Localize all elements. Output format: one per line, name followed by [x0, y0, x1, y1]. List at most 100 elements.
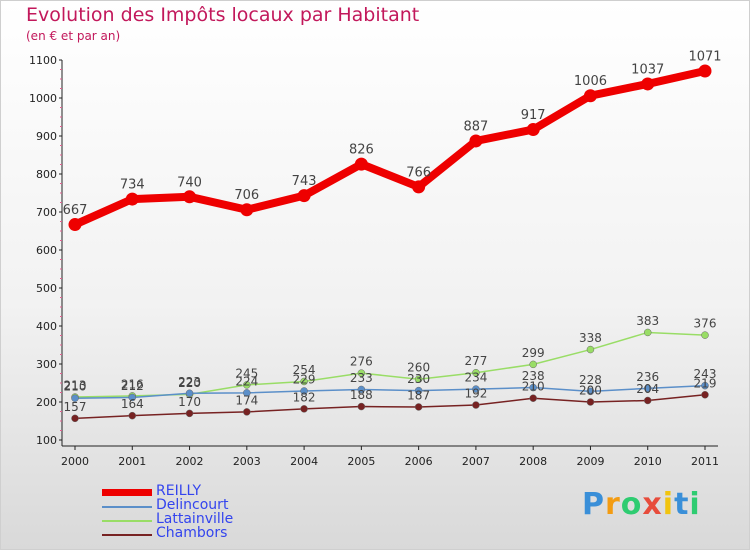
data-point-chambors [529, 394, 537, 402]
data-point-reilly [641, 77, 655, 91]
data-label-delincourt: 236 [636, 370, 659, 384]
legend-label-reilly: REILLY [156, 483, 201, 499]
legend-item-chambors[interactable]: Chambors [102, 525, 302, 541]
data-point-delincourt [643, 384, 652, 393]
data-label-delincourt: 228 [579, 373, 602, 387]
legend-swatch-lattainville [102, 520, 152, 522]
data-point-chambors [472, 401, 480, 409]
data-point-reilly [698, 64, 712, 78]
data-label-lattainville: 220 [178, 376, 201, 390]
data-point-reilly [469, 134, 483, 148]
x-tick-label: 2001 [118, 455, 146, 468]
logo-letter: x [642, 487, 663, 522]
data-point-lattainville [472, 368, 480, 377]
data-point-lattainville [586, 345, 595, 354]
series-line-chambors [74, 394, 706, 420]
x-tick-label: 2005 [347, 455, 375, 468]
data-point-lattainville [529, 360, 537, 369]
data-point-reilly [412, 180, 426, 194]
x-tick-label: 2000 [61, 455, 89, 468]
data-point-chambors [185, 409, 194, 418]
legend-swatch-reilly [102, 489, 152, 496]
data-label-reilly: 667 [63, 203, 88, 218]
data-label-lattainville: 213 [64, 379, 87, 393]
data-label-reilly: 887 [463, 119, 488, 134]
data-label-delincourt: 233 [350, 371, 373, 385]
data-label-reilly: 1071 [688, 50, 721, 65]
data-label-reilly: 734 [120, 178, 145, 193]
logo-letter: P [582, 487, 605, 522]
data-point-reilly [183, 190, 197, 204]
data-point-delincourt [71, 394, 79, 402]
data-point-reilly [354, 157, 368, 171]
data-point-lattainville [300, 377, 308, 386]
data-label-lattainville: 277 [464, 354, 487, 368]
data-point-chambors [357, 402, 366, 411]
data-label-delincourt: 224 [235, 374, 258, 388]
data-point-chambors [300, 405, 308, 413]
data-point-chambors [414, 403, 423, 411]
data-point-reilly [125, 192, 139, 206]
data-label-lattainville: 216 [121, 377, 144, 391]
data-point-lattainville [357, 369, 366, 377]
data-label-chambors: 164 [121, 397, 144, 411]
data-label-reilly: 1037 [631, 62, 664, 77]
x-tick-label: 2010 [634, 455, 662, 468]
y-tick-label: 500 [36, 282, 57, 295]
legend-item-reilly[interactable]: REILLY [102, 483, 302, 499]
y-tick-label: 300 [36, 358, 57, 371]
x-tick-label: 2007 [462, 455, 490, 468]
data-label-reilly: 766 [406, 165, 431, 180]
x-tick-label: 2011 [691, 455, 719, 468]
y-tick-label: 1100 [29, 54, 57, 67]
data-point-lattainville [643, 328, 652, 337]
y-tick-label: 900 [36, 130, 57, 143]
data-point-chambors [128, 411, 137, 420]
x-tick-label: 2006 [405, 455, 433, 468]
y-tick-label: 800 [36, 168, 57, 181]
proxiti-logo: Proxiti [582, 487, 701, 522]
x-tick-label: 2003 [233, 455, 261, 468]
data-label-chambors: 204 [636, 382, 659, 396]
data-label-delincourt: 234 [464, 371, 487, 385]
data-point-delincourt [357, 385, 366, 394]
data-label-lattainville: 276 [350, 355, 373, 369]
data-point-delincourt [472, 385, 480, 393]
y-tick-label: 1000 [29, 92, 57, 105]
series-line-reilly [71, 67, 709, 229]
data-point-reilly [68, 218, 82, 232]
data-label-reilly: 826 [349, 143, 374, 158]
data-point-delincourt [185, 389, 194, 398]
legend-item-delincourt[interactable]: Delincourt [102, 497, 302, 513]
data-label-reilly: 1006 [574, 74, 607, 89]
legend-label-chambors: Chambors [156, 525, 228, 541]
x-tick-label: 2004 [290, 455, 318, 468]
legend-item-lattainville[interactable]: Lattainville [102, 511, 302, 527]
data-label-lattainville: 260 [407, 361, 430, 375]
data-label-chambors: 210 [522, 380, 545, 394]
logo-letter: i [662, 487, 675, 522]
x-tick-label: 2008 [519, 455, 547, 468]
data-label-delincourt: 212 [121, 379, 144, 393]
data-label-lattainville: 245 [235, 366, 258, 380]
y-tick-label: 100 [36, 434, 57, 447]
data-label-lattainville: 383 [636, 314, 659, 328]
data-point-delincourt [414, 386, 423, 395]
y-tick-label: 200 [36, 396, 57, 409]
logo-letter: r [605, 487, 621, 522]
data-point-delincourt [243, 389, 251, 397]
data-label-delincourt: 238 [522, 369, 545, 383]
data-point-reilly [526, 123, 540, 137]
data-point-chambors [701, 391, 709, 399]
data-point-delincourt [701, 381, 709, 390]
legend: REILLY Delincourt Lattainville Chambors [102, 483, 302, 541]
data-label-reilly: 917 [521, 108, 546, 123]
chart-subtitle: (en € et par an) [26, 29, 121, 43]
data-label-lattainville: 299 [522, 346, 545, 360]
data-label-chambors: 170 [178, 395, 201, 409]
data-point-reilly [297, 189, 311, 203]
data-point-lattainville [701, 331, 709, 339]
data-point-reilly [240, 203, 254, 217]
legend-label-delincourt: Delincourt [156, 497, 229, 513]
